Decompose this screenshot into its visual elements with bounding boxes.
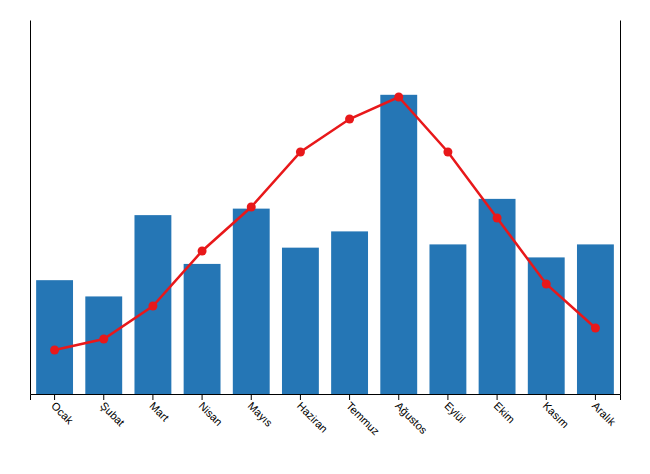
marker [148, 302, 157, 311]
x-tick: Mayıs [246, 394, 276, 429]
bar-series [36, 95, 614, 394]
bar [85, 296, 122, 394]
marker [542, 280, 551, 289]
marker [99, 335, 108, 344]
x-tick-mark [349, 394, 350, 400]
bar [380, 95, 417, 394]
plot-area: Ocak Şubat Mart Nisan Mayıs Haziran Temmuz Ağus… [31, 21, 621, 438]
x-axis-line [31, 395, 621, 401]
x-tick-mark [300, 394, 301, 400]
x-tick-mark [202, 394, 203, 400]
x-tick: Şubat [98, 394, 127, 428]
x-tick-label: Haziran [295, 400, 330, 435]
x-tick-label: Ocak [49, 400, 76, 427]
marker [591, 324, 600, 333]
markers [50, 93, 600, 355]
x-tick: Kasım [541, 394, 572, 430]
bar [331, 231, 368, 394]
bar [233, 209, 270, 394]
x-tick: Mart [147, 394, 171, 424]
bar [36, 280, 73, 394]
x-tick-label: Ekim [492, 400, 518, 426]
x-tick-label: Temmuz [344, 400, 382, 438]
bar [479, 199, 516, 394]
marker [345, 115, 354, 124]
x-tick: Nisan [197, 394, 225, 428]
bar [134, 215, 171, 394]
marker [493, 214, 502, 223]
x-tick-mark [497, 394, 498, 400]
x-tick: Haziran [295, 394, 330, 435]
x-tick-mark [595, 394, 596, 400]
x-tick-mark [54, 394, 55, 400]
x-tick-mark [251, 394, 252, 400]
x-tick-label: Şubat [98, 400, 127, 429]
marker [443, 148, 452, 157]
x-tick-label: Kasım [541, 400, 572, 431]
bar [282, 248, 319, 394]
x-tick-label: Mart [147, 400, 171, 424]
bar [577, 244, 614, 394]
x-tick-label: Nisan [197, 400, 225, 428]
y-axis-line [30, 21, 31, 395]
x-tick-mark [398, 394, 399, 400]
marker [394, 93, 403, 102]
y-axis [30, 21, 31, 395]
bar [528, 257, 565, 394]
marker [296, 148, 305, 157]
x-tick-mark [447, 394, 448, 400]
y2-axis [620, 21, 621, 395]
x-tick-mark [103, 394, 104, 400]
x-tick-label: Ağustos [393, 400, 430, 437]
marker [198, 247, 207, 256]
line [55, 97, 596, 350]
x-tick-label: Mayıs [246, 400, 276, 430]
x-tick: Ekim [492, 394, 518, 425]
x-tick-mark [152, 394, 153, 400]
x-tick-label: Eylül [442, 400, 467, 425]
x-tick: Aralık [590, 394, 619, 428]
x-axis: Ocak Şubat Mart Nisan Mayıs Haziran Temmuz Ağus… [31, 394, 621, 437]
marker [247, 203, 256, 212]
x-tick-mark [546, 394, 547, 400]
marker [50, 346, 59, 355]
x-tick: Eylül [442, 394, 467, 425]
marks [36, 93, 614, 395]
x-tick: Temmuz [344, 394, 382, 437]
x-tick-label: Aralık [590, 400, 619, 429]
bar [184, 264, 221, 394]
chart: Ocak Şubat Mart Nisan Mayıs Haziran Temmuz Ağus… [0, 0, 650, 474]
y2-axis-line [620, 21, 621, 395]
x-tick: Ağustos [393, 394, 430, 436]
x-tick: Ocak [49, 394, 76, 427]
bar [429, 244, 466, 394]
